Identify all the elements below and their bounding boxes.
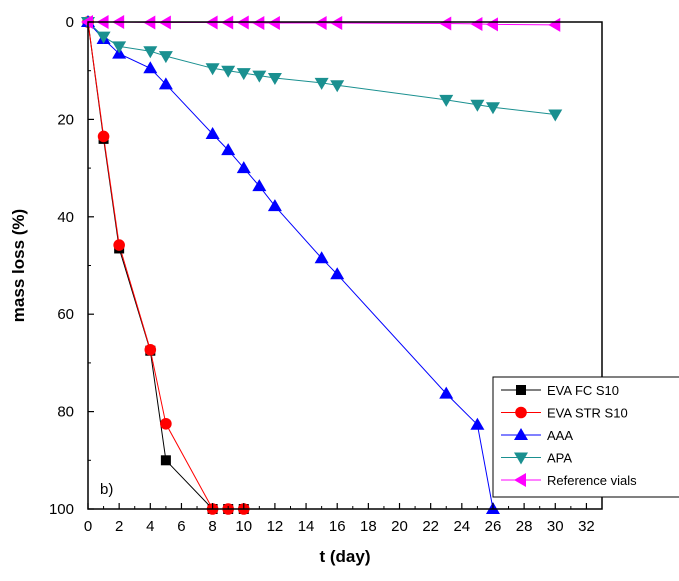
data-point (158, 51, 173, 64)
data-point (470, 16, 483, 31)
data-point (205, 63, 220, 76)
legend: EVA FC S10 EVA STR S10 AAA APA Reference via… (492, 376, 679, 498)
y-axis-title: mass loss (%) (9, 209, 28, 322)
y-tick-label: 20 (57, 111, 74, 128)
legend-label: AAA (547, 428, 573, 443)
series-lines (87, 21, 556, 510)
series-line-3 (87, 21, 556, 115)
x-tick-label: 32 (578, 518, 595, 535)
data-point (160, 455, 171, 466)
data-point (485, 17, 498, 32)
data-point (252, 70, 267, 83)
data-point (113, 239, 125, 251)
data-point (221, 143, 236, 156)
x-tick-label: 16 (329, 518, 346, 535)
data-point (267, 73, 282, 86)
data-point (330, 267, 345, 280)
x-tick-label: 22 (422, 518, 439, 535)
data-point (205, 127, 220, 140)
data-point (143, 61, 158, 74)
data-point (143, 46, 158, 59)
data-point (112, 41, 127, 54)
x-tick-label: 10 (235, 518, 252, 535)
y-tick-label: 60 (57, 306, 74, 323)
data-point (252, 179, 267, 192)
x-tick-label: 24 (453, 518, 470, 535)
x-tick-label: 0 (84, 518, 92, 535)
data-point (548, 17, 561, 32)
data-point (314, 15, 327, 30)
data-point (97, 130, 110, 143)
data-point (548, 109, 563, 122)
x-tick-label: 28 (516, 518, 533, 535)
legend-marker (514, 428, 528, 440)
x-tick-label: 2 (115, 518, 123, 535)
x-tick-label: 4 (146, 518, 154, 535)
data-point (221, 65, 236, 78)
y-tick-label: 80 (57, 404, 74, 421)
data-point (470, 99, 485, 112)
x-axis: 0 2 4 6 8 10 12 14 16 18 20 22 24 26 28 30 32 (84, 503, 595, 535)
x-tick-label: 20 (391, 518, 408, 535)
data-point (330, 15, 343, 30)
data-point (439, 16, 452, 31)
data-point (160, 417, 172, 430)
y-tick-label: 100 (49, 501, 74, 518)
legend-marker (516, 385, 526, 395)
series-line-0 (87, 21, 244, 510)
data-point (267, 15, 280, 30)
x-axis-title: t (day) (320, 547, 371, 566)
data-point (439, 94, 454, 107)
legend-marker (515, 406, 527, 419)
data-point (485, 102, 500, 115)
data-point (330, 80, 345, 93)
legend-label: EVA FC S10 (547, 383, 619, 398)
panel-annotation: b) (100, 481, 113, 498)
x-tick-label: 14 (298, 518, 315, 535)
legend-label: EVA STR S10 (547, 406, 628, 421)
legend-label: APA (547, 451, 572, 466)
x-tick-label: 8 (208, 518, 216, 535)
data-point (81, 15, 93, 29)
data-point (252, 15, 265, 30)
data-point (267, 199, 282, 212)
x-tick-label: 30 (547, 518, 564, 535)
series-markers (81, 15, 563, 515)
x-tick-label: 6 (177, 518, 185, 535)
data-point (314, 77, 329, 90)
y-tick-label: 0 (66, 14, 74, 31)
data-point (236, 68, 251, 81)
data-point (439, 386, 454, 399)
data-point (236, 161, 251, 174)
x-tick-label: 26 (485, 518, 502, 535)
data-point (158, 77, 173, 90)
data-point (470, 417, 485, 430)
y-tick-label: 40 (57, 209, 74, 226)
x-tick-label: 12 (267, 518, 284, 535)
series-line-2 (87, 21, 494, 510)
y-axis: 0 20 40 60 80 100 (49, 14, 94, 518)
data-point (96, 31, 111, 44)
legend-label: Reference vials (547, 473, 637, 488)
data-point (144, 343, 157, 356)
legend-marker (514, 473, 526, 487)
series-line-1 (87, 21, 244, 510)
x-tick-label: 18 (360, 518, 377, 535)
legend-marker (514, 452, 528, 465)
data-point (314, 251, 329, 264)
